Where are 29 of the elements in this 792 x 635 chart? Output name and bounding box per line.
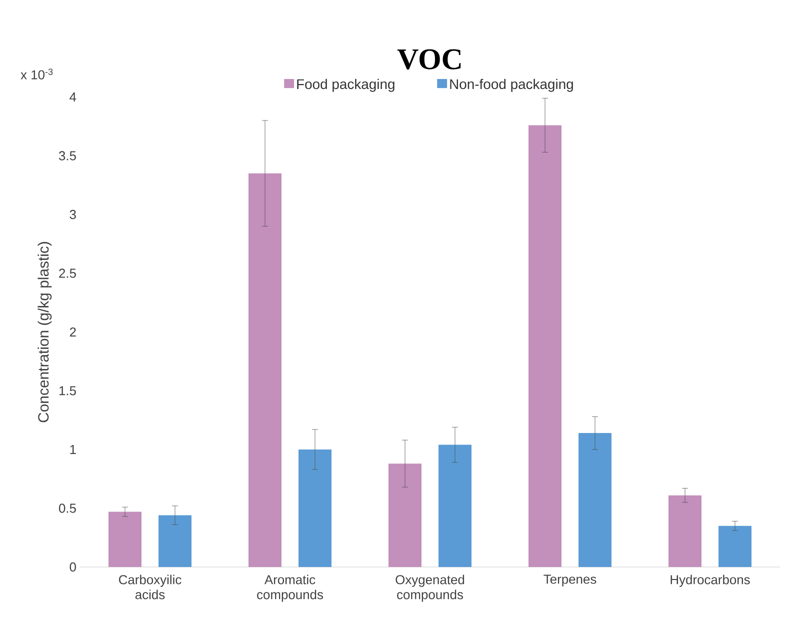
bar bbox=[578, 433, 612, 567]
y-tick-label: 0.5 bbox=[58, 504, 76, 513]
y-tick-label: 3.5 bbox=[58, 151, 76, 160]
y-tick-label: 4 bbox=[70, 92, 76, 102]
y-tick-label: 0 bbox=[70, 562, 76, 572]
y-tick-label: 3 bbox=[70, 210, 76, 220]
chart-title: VOC bbox=[397, 49, 461, 70]
x-tick-label: Oxygenated compounds bbox=[396, 574, 464, 602]
y-tick-label: 2.5 bbox=[59, 268, 76, 278]
bar bbox=[388, 464, 422, 567]
legend-label: Non-food packaging bbox=[450, 78, 573, 92]
bar bbox=[668, 495, 702, 567]
y-tick-label: 2 bbox=[70, 327, 76, 337]
text: x 10$^{-3}$ bbox=[20, 68, 53, 80]
y-axis-title: Concentration (g/kg plastic) bbox=[38, 242, 52, 422]
y-tick-label: 1 bbox=[70, 445, 76, 454]
x-tick-label: Hydrocarbons bbox=[670, 574, 750, 587]
bar bbox=[438, 444, 472, 567]
bar bbox=[248, 173, 282, 567]
bar bbox=[528, 125, 562, 567]
x-tick-label: Carboxyilic acids bbox=[118, 574, 182, 600]
legend-label: Food packaging bbox=[297, 78, 394, 92]
bar bbox=[108, 512, 142, 567]
bar bbox=[718, 526, 752, 567]
x-tick-label: Aromatic compounds bbox=[257, 574, 324, 602]
x-tick-label: Terpenes bbox=[544, 574, 596, 586]
bar bbox=[298, 450, 332, 567]
bar bbox=[158, 515, 192, 567]
y-tick-label: 1.5 bbox=[59, 386, 76, 396]
